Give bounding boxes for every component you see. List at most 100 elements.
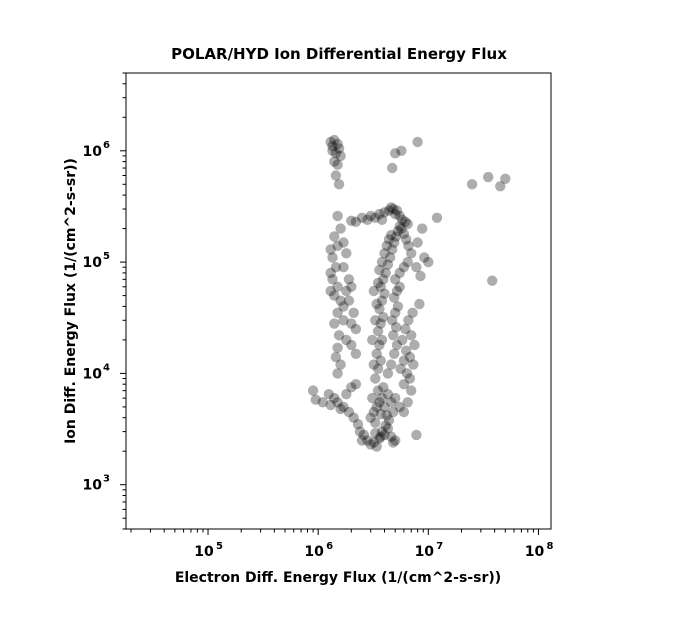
data-point bbox=[330, 170, 342, 181]
data-point bbox=[335, 359, 346, 370]
data-point bbox=[374, 303, 385, 315]
data-point bbox=[388, 330, 399, 341]
data-point bbox=[390, 148, 401, 159]
data-point bbox=[404, 351, 416, 363]
data-point bbox=[332, 281, 343, 292]
data-point bbox=[329, 134, 340, 146]
data-point bbox=[332, 210, 343, 222]
x-tick-exponent: 8 bbox=[546, 541, 553, 552]
data-point bbox=[397, 214, 408, 225]
data-point bbox=[338, 301, 349, 312]
plot-frame bbox=[125, 72, 552, 530]
data-point bbox=[352, 419, 364, 430]
data-point bbox=[388, 437, 399, 448]
data-point bbox=[396, 145, 407, 156]
y-axis-label: Ion Diff. Energy Flux (1/(cm^2-s-sr)) bbox=[63, 158, 79, 444]
y-tick-exponent: 4 bbox=[103, 362, 110, 373]
data-point bbox=[380, 267, 391, 279]
data-point bbox=[329, 156, 340, 167]
data-point bbox=[398, 228, 410, 239]
data-point bbox=[390, 322, 402, 333]
data-point bbox=[390, 208, 401, 220]
data-point bbox=[365, 412, 376, 423]
data-point bbox=[371, 401, 382, 413]
data-point bbox=[402, 256, 413, 268]
data-point bbox=[391, 339, 403, 351]
chart-title: POLAR/HYD Ion Differential Energy Flux bbox=[171, 45, 507, 63]
data-point bbox=[376, 214, 388, 225]
data-point bbox=[332, 307, 343, 318]
data-point bbox=[368, 359, 379, 370]
y-tick-label: 10 bbox=[83, 478, 103, 494]
data-point bbox=[500, 173, 511, 184]
data-point bbox=[350, 216, 362, 227]
data-point bbox=[333, 143, 345, 154]
data-point bbox=[341, 285, 352, 297]
data-point bbox=[335, 223, 346, 234]
data-point bbox=[332, 138, 343, 150]
data-point bbox=[367, 334, 378, 346]
data-point bbox=[394, 210, 405, 222]
data-point bbox=[365, 439, 376, 450]
x-tick-exponent: 7 bbox=[436, 541, 443, 552]
data-point bbox=[389, 237, 400, 248]
data-point bbox=[327, 141, 338, 152]
data-point bbox=[372, 385, 384, 396]
points-layer bbox=[307, 134, 511, 452]
data-point bbox=[370, 315, 381, 326]
data-point bbox=[403, 315, 414, 326]
data-point bbox=[398, 406, 410, 418]
data-point bbox=[317, 397, 328, 408]
data-point bbox=[325, 267, 336, 279]
axes-layer: 10 5 10 6 10 7 10 810 310 410 510 6 bbox=[83, 72, 553, 560]
data-point bbox=[381, 240, 392, 251]
data-point bbox=[409, 339, 420, 351]
data-point bbox=[387, 244, 398, 255]
data-point bbox=[390, 274, 401, 285]
data-point bbox=[362, 214, 373, 225]
data-point bbox=[391, 285, 403, 297]
data-point bbox=[402, 218, 413, 230]
data-point bbox=[378, 312, 389, 323]
data-point bbox=[386, 431, 397, 442]
data-point bbox=[483, 171, 494, 183]
data-point bbox=[374, 339, 385, 351]
data-point bbox=[368, 285, 379, 297]
data-point bbox=[358, 429, 370, 441]
data-point bbox=[350, 323, 362, 335]
data-point bbox=[386, 359, 397, 370]
data-point bbox=[383, 415, 395, 426]
data-point bbox=[378, 382, 389, 393]
data-point bbox=[354, 426, 366, 437]
data-point bbox=[343, 295, 355, 306]
data-point bbox=[343, 406, 355, 418]
data-point bbox=[327, 252, 338, 263]
data-point bbox=[406, 330, 417, 341]
data-point bbox=[383, 234, 395, 245]
data-point bbox=[375, 281, 386, 292]
y-tick-exponent: 6 bbox=[103, 140, 110, 151]
data-point bbox=[376, 295, 388, 306]
data-point bbox=[338, 262, 349, 273]
data-point bbox=[403, 240, 414, 251]
data-point bbox=[370, 212, 381, 223]
data-point bbox=[394, 267, 405, 279]
data-point bbox=[341, 248, 352, 259]
data-point bbox=[368, 437, 379, 448]
data-point bbox=[348, 307, 359, 318]
data-point bbox=[388, 406, 399, 418]
data-point bbox=[332, 240, 343, 251]
data-point bbox=[335, 295, 346, 306]
y-tick-exponent: 5 bbox=[103, 251, 110, 262]
data-point bbox=[402, 397, 413, 408]
data-point bbox=[371, 348, 382, 359]
data-point bbox=[381, 410, 392, 421]
data-point bbox=[329, 318, 340, 329]
data-point bbox=[338, 237, 349, 248]
data-point bbox=[374, 264, 385, 276]
data-point bbox=[412, 136, 423, 148]
data-point bbox=[325, 285, 336, 297]
x-tick-exponent: 6 bbox=[326, 541, 333, 552]
data-point bbox=[412, 237, 423, 248]
